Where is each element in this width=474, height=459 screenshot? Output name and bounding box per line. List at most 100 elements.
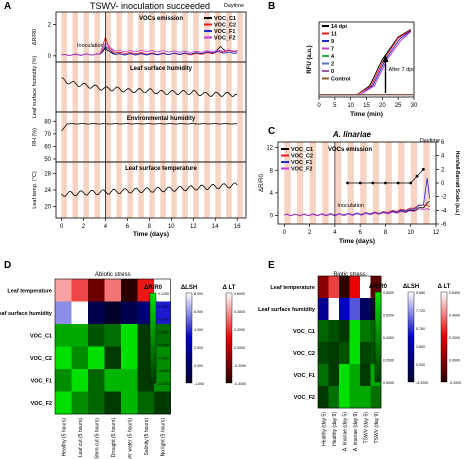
panel-a-xlabel: Time (days) <box>133 231 169 238</box>
panel-a-ytick-label: 20 <box>44 205 51 211</box>
panel-e-col-label: TSWV (day 9) <box>374 412 380 444</box>
panel-c-y2tick-label: 0 <box>441 181 445 187</box>
heatmap-cell <box>328 320 340 343</box>
heatmap-cell <box>104 369 122 392</box>
panel-a-legend-label: VOC_F2 <box>214 36 235 42</box>
panel-e-col-label: A. linariae (day 9) <box>353 412 359 452</box>
colorbar-label: ΔLSH <box>181 285 197 291</box>
heatmap-cell <box>154 279 171 302</box>
panel-a-day-band <box>116 62 122 112</box>
heatmap-cell <box>121 324 138 347</box>
panel-a-ylabel: ΔR/R0 <box>32 29 38 45</box>
panel-c-inoculation-label: Inoculation <box>337 203 364 209</box>
panel-a-day-band <box>127 162 133 218</box>
panel-d-row-label: Leaf surface humidity <box>0 311 53 317</box>
panel-a-day-band <box>226 112 232 162</box>
colorbar-tick-label: 0.8000 <box>383 291 394 295</box>
panel-b-xtick-label: 20 <box>379 103 386 109</box>
heatmap-cell <box>71 324 89 347</box>
panel-c-y2tick-label: 4 <box>441 154 445 160</box>
panel-c-hb-point <box>396 181 400 185</box>
colorbar-tick-label: 8.000 <box>194 292 203 296</box>
colorbar-tick-label: 0.0250 <box>158 343 169 347</box>
panel-a-series-line <box>61 77 238 97</box>
heatmap-cell <box>104 301 122 325</box>
panel-c-day-band <box>284 142 291 224</box>
colorbar <box>225 292 233 384</box>
panel-a-day-band <box>149 62 155 112</box>
heatmap-cell <box>328 342 340 365</box>
panel-b-frame <box>318 21 415 98</box>
panel-a-day-band <box>182 62 188 112</box>
panel-d-col-label: Leaf cut (5 hours) <box>78 418 84 458</box>
panel-b-annotation: After 7 dpi <box>389 67 414 73</box>
panel-c-hb-point <box>346 181 349 185</box>
heatmap-cell <box>360 364 371 387</box>
panel-c-hb-point <box>358 181 362 185</box>
panel-a-xtick-label: 6 <box>126 224 130 230</box>
panel-e-row-label: VOC_F2 <box>294 395 315 401</box>
panel-d-col-label: Drought (5 hours) <box>111 418 117 458</box>
heatmap-cell <box>339 364 350 387</box>
panel-c-y2tick-label: 2 <box>441 167 445 173</box>
panel-a-ytick-label: 80 <box>44 119 51 125</box>
panel-a-day-band <box>215 112 221 162</box>
heatmap-cell <box>370 276 382 299</box>
heatmap-cell <box>71 346 89 370</box>
colorbar-tick-label: 0.0750 <box>158 318 169 322</box>
panel-e-row-label: VOC_F1 <box>294 373 315 379</box>
panel-a-daytime-label: Daytime <box>224 3 244 9</box>
colorbar-tick-label: 7.720 <box>416 309 425 313</box>
panel-e-title: Biotic stress <box>333 272 365 278</box>
panel-a-day-band <box>215 62 221 112</box>
heatmap-cell <box>55 279 72 302</box>
colorbar-tick-label: 0.4000 <box>383 336 394 340</box>
colorbar-tick-label: 6.000 <box>194 310 203 314</box>
heatmap-cell <box>318 320 329 343</box>
heatmap-cell <box>55 369 72 392</box>
heatmap-cell <box>360 386 371 409</box>
panel-a-ylabel: Leaf temp. (°C) <box>32 171 38 209</box>
panel-a-day-band <box>204 162 210 218</box>
colorbar-tick-label: 3.800 <box>416 345 425 349</box>
panel-c-legend-label: VOC_C1 <box>291 147 313 153</box>
panel-a-day-band <box>237 12 243 62</box>
colorbar-tick-label: 0.2000 <box>383 359 394 363</box>
heatmap-cell <box>88 301 105 325</box>
heatmap-cell <box>71 301 89 325</box>
colorbar-tick-label: 5.760 <box>416 327 425 331</box>
heatmap-cell <box>318 386 329 409</box>
heatmap-cell <box>88 369 105 392</box>
panel-a-day-band <box>226 12 232 62</box>
heatmap-cell <box>71 391 89 415</box>
panel-b-xtick-label: 15 <box>363 103 370 109</box>
colorbar-tick-label: -0.0500 <box>158 382 170 386</box>
heatmap-cell <box>339 386 350 409</box>
panel-a-day-band <box>61 112 67 162</box>
heatmap-cell <box>328 364 340 387</box>
panel-e-col-label: TSWV (day 5) <box>363 412 369 444</box>
heatmap-cell <box>71 279 89 302</box>
heatmap-cell <box>104 391 122 415</box>
panel-a-subplot-title: Leaf surface temperature <box>125 166 197 172</box>
panel-e-row-label: VOC_C1 <box>293 329 315 335</box>
panel-e-col-label: A. linariae (day 5) <box>342 412 348 452</box>
panel-a-day-band <box>160 12 166 62</box>
heatmap-cell <box>328 298 340 321</box>
panel-c-y2label: Horsfall-Barratt Scale (a.u.) <box>454 151 460 216</box>
panel-c-day-band <box>322 142 329 224</box>
heatmap-cell <box>349 298 361 321</box>
panel-a-ytick-label: 0 <box>48 54 52 60</box>
heatmap-cell <box>328 386 340 409</box>
panel-a-day-band <box>160 112 166 162</box>
panel-c-hb-point <box>409 181 413 185</box>
panel-label-d: D <box>4 260 11 271</box>
panel-d-row-label: VOC_F1 <box>31 378 52 384</box>
panel-a-series-line <box>61 182 238 197</box>
panel-a-day-band <box>182 112 188 162</box>
panel-c-ytick-label: 8 <box>270 168 274 174</box>
colorbar-label: ΔLSH <box>403 284 419 290</box>
panel-a-ytick-label: 28 <box>44 171 51 177</box>
heatmap-cell <box>154 369 171 392</box>
colorbar <box>149 292 157 384</box>
